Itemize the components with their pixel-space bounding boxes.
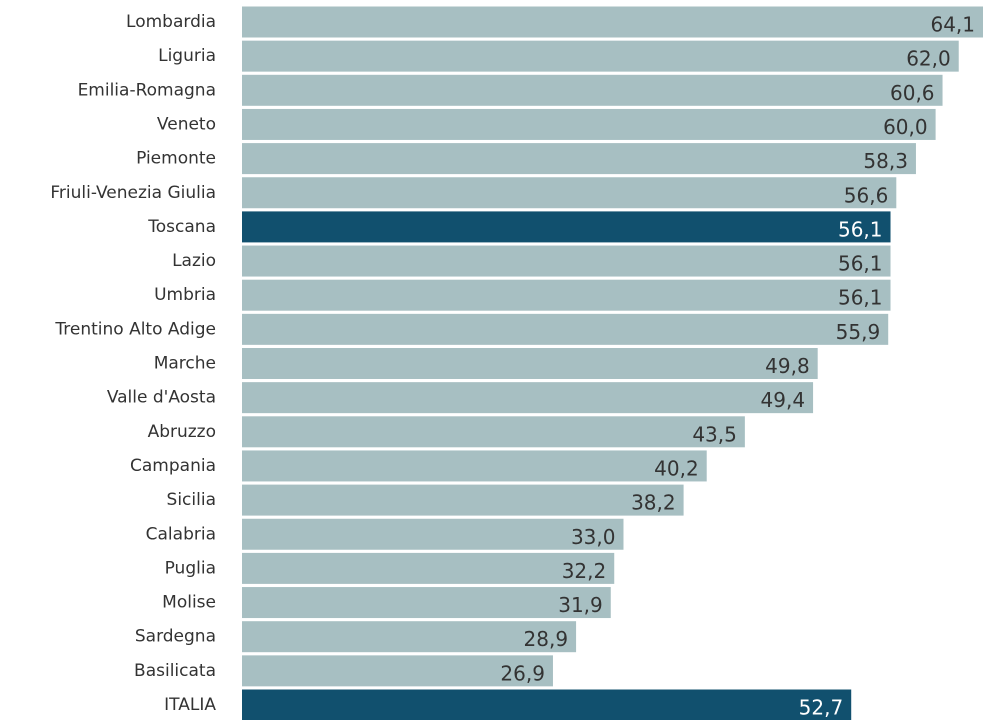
- category-label: Calabria: [146, 524, 216, 544]
- category-label: Marche: [154, 354, 216, 374]
- bar: [242, 245, 891, 277]
- value-label: 49,8: [765, 354, 810, 378]
- bar: [242, 518, 624, 550]
- value-label: 31,9: [558, 593, 603, 617]
- value-label: 52,7: [799, 696, 844, 720]
- bar: [242, 108, 936, 140]
- bar: [242, 40, 959, 72]
- category-label: Umbria: [154, 285, 216, 305]
- category-label: Lazio: [172, 251, 216, 271]
- category-label: Veneto: [157, 114, 216, 134]
- value-label: 32,2: [562, 559, 607, 583]
- bar: [242, 177, 897, 209]
- value-label: 60,0: [883, 115, 928, 139]
- category-label: Toscana: [147, 217, 216, 237]
- category-label: Sardegna: [135, 627, 216, 647]
- value-label: 60,6: [890, 81, 935, 105]
- category-label: ITALIA: [164, 695, 216, 715]
- value-label: 55,9: [836, 320, 881, 344]
- category-label: Liguria: [158, 46, 216, 66]
- value-label: 26,9: [500, 661, 545, 685]
- bar: [242, 279, 891, 311]
- bar: [242, 74, 943, 106]
- category-label: Emilia-Romagna: [78, 80, 216, 100]
- value-label: 56,1: [838, 217, 883, 241]
- category-label: Campania: [130, 456, 216, 476]
- bar: [242, 621, 577, 653]
- category-label: Sicilia: [167, 490, 216, 510]
- value-label: 33,0: [571, 525, 616, 549]
- value-label: 56,6: [844, 183, 889, 207]
- bar: [242, 382, 814, 414]
- bar: [242, 416, 745, 448]
- bar: [242, 587, 611, 619]
- bar: [242, 211, 891, 243]
- value-label: 49,4: [761, 388, 806, 412]
- bar: [242, 348, 818, 379]
- bar: [242, 450, 707, 482]
- bar: [242, 689, 852, 720]
- category-label: Abruzzo: [148, 422, 216, 442]
- category-label: Puglia: [165, 558, 216, 578]
- bar: [242, 6, 983, 38]
- category-label: Friuli-Venezia Giulia: [50, 183, 216, 203]
- bar: [242, 143, 916, 175]
- value-label: 38,2: [631, 491, 676, 515]
- category-label: Valle d'Aosta: [107, 388, 216, 408]
- category-label: Piemonte: [136, 149, 216, 169]
- value-label: 58,3: [863, 149, 908, 173]
- bar: [242, 484, 684, 516]
- value-label: 28,9: [524, 627, 569, 651]
- value-label: 64,1: [930, 13, 975, 37]
- category-label: Lombardia: [126, 12, 216, 32]
- bar: [242, 655, 553, 687]
- category-label: Molise: [162, 593, 216, 613]
- value-label: 62,0: [906, 47, 951, 71]
- value-label: 43,5: [692, 422, 737, 446]
- value-label: 56,1: [838, 286, 883, 310]
- bar: [242, 313, 889, 345]
- category-label: Trentino Alto Adige: [54, 319, 216, 339]
- category-label: Basilicata: [134, 661, 216, 681]
- bar: [242, 552, 615, 584]
- value-label: 56,1: [838, 252, 883, 276]
- value-label: 40,2: [654, 456, 699, 480]
